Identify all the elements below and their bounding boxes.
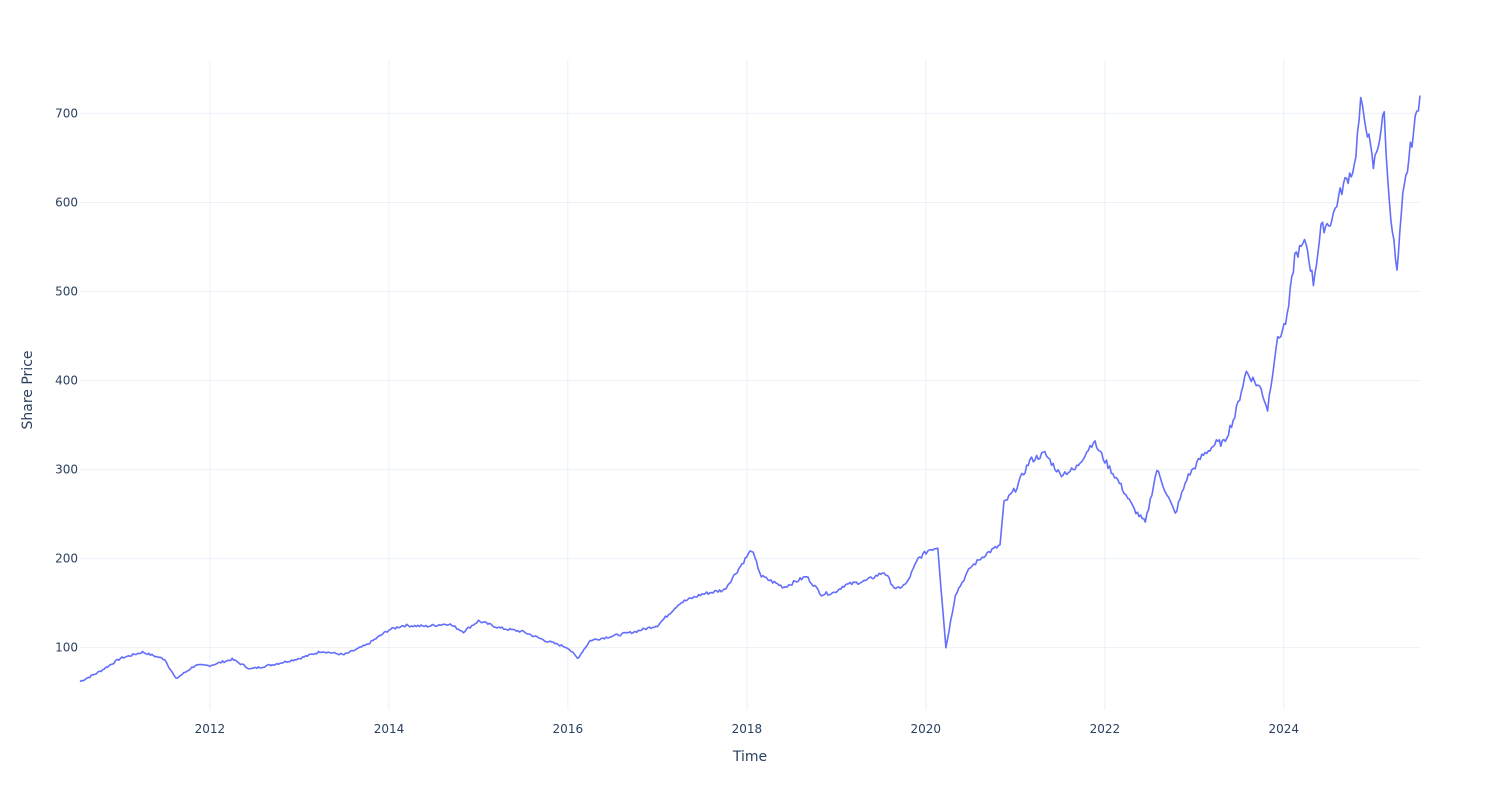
x-gridlines	[209, 60, 1285, 710]
x-tick-label: 2016	[553, 722, 584, 736]
series-layer	[79, 95, 1421, 683]
y-tick-label: 600	[55, 195, 78, 209]
y-axis-title: Share Price	[20, 350, 36, 429]
x-tick-labels: 2012 2014 2016 2018 2020 2022 2024	[195, 722, 1299, 736]
x-tick-label: 2014	[374, 722, 405, 736]
y-tick-labels: 100 200 300 400 500 600 700	[55, 106, 78, 654]
y-tick-label: 300	[55, 463, 78, 477]
x-tick-label: 2020	[911, 722, 942, 736]
y-tick-label: 200	[55, 552, 78, 566]
x-tick-label: 2018	[732, 722, 763, 736]
x-tick-label: 2012	[195, 722, 226, 736]
y-tick-label: 100	[55, 641, 78, 655]
x-tick-label: 2022	[1090, 722, 1121, 736]
y-tick-label: 400	[55, 374, 78, 388]
y-tick-label: 500	[55, 285, 78, 299]
y-tick-label: 700	[55, 106, 78, 120]
y-gridlines	[80, 112, 1420, 649]
x-tick-label: 2024	[1268, 722, 1299, 736]
x-axis-title: Time	[732, 749, 767, 765]
series-line	[79, 95, 1421, 683]
